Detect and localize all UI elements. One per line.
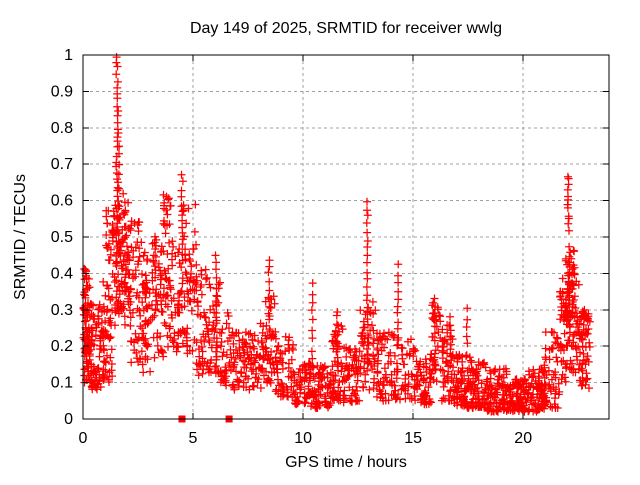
y-tick-label: 0.6 [51, 193, 73, 210]
x-tick-label: 15 [404, 430, 422, 447]
x-axis-label: GPS time / hours [285, 454, 407, 471]
x-tick-label: 10 [294, 430, 312, 447]
data-point-markers [79, 53, 594, 416]
y-tick-label: 0.3 [51, 302, 73, 319]
x-tick-label: 0 [79, 430, 88, 447]
grid-lines [84, 56, 608, 418]
y-tick-label: 0 [64, 411, 73, 428]
y-axis-label: SRMTID / TECUs [12, 174, 29, 300]
x-tick-label: 20 [514, 430, 532, 447]
tick-marks-path [82, 54, 609, 420]
y-tick-label: 0.4 [51, 265, 73, 282]
y-tick-label: 0.2 [51, 338, 73, 355]
scatter-points [79, 53, 594, 416]
y-tick-labels: 0 0.1 0.2 0.3 0.4 0.5 0.6 0.7 0.8 0.9 1 [51, 47, 73, 428]
y-tick-label: 0.1 [51, 375, 73, 392]
y-tick-label: 0.8 [51, 120, 73, 137]
chart-title: Day 149 of 2025, SRMTID for receiver wwl… [190, 20, 502, 37]
axis-ticks [82, 54, 609, 420]
x-tick-label: 5 [189, 430, 198, 447]
y-tick-label: 0.9 [51, 83, 73, 100]
y-tick-label: 0.5 [51, 229, 73, 246]
grid-line-path [84, 56, 608, 418]
y-tick-label: 0.7 [51, 156, 73, 173]
y-tick-label: 1 [64, 47, 73, 64]
x-tick-labels: 0 5 10 15 20 [79, 430, 533, 447]
